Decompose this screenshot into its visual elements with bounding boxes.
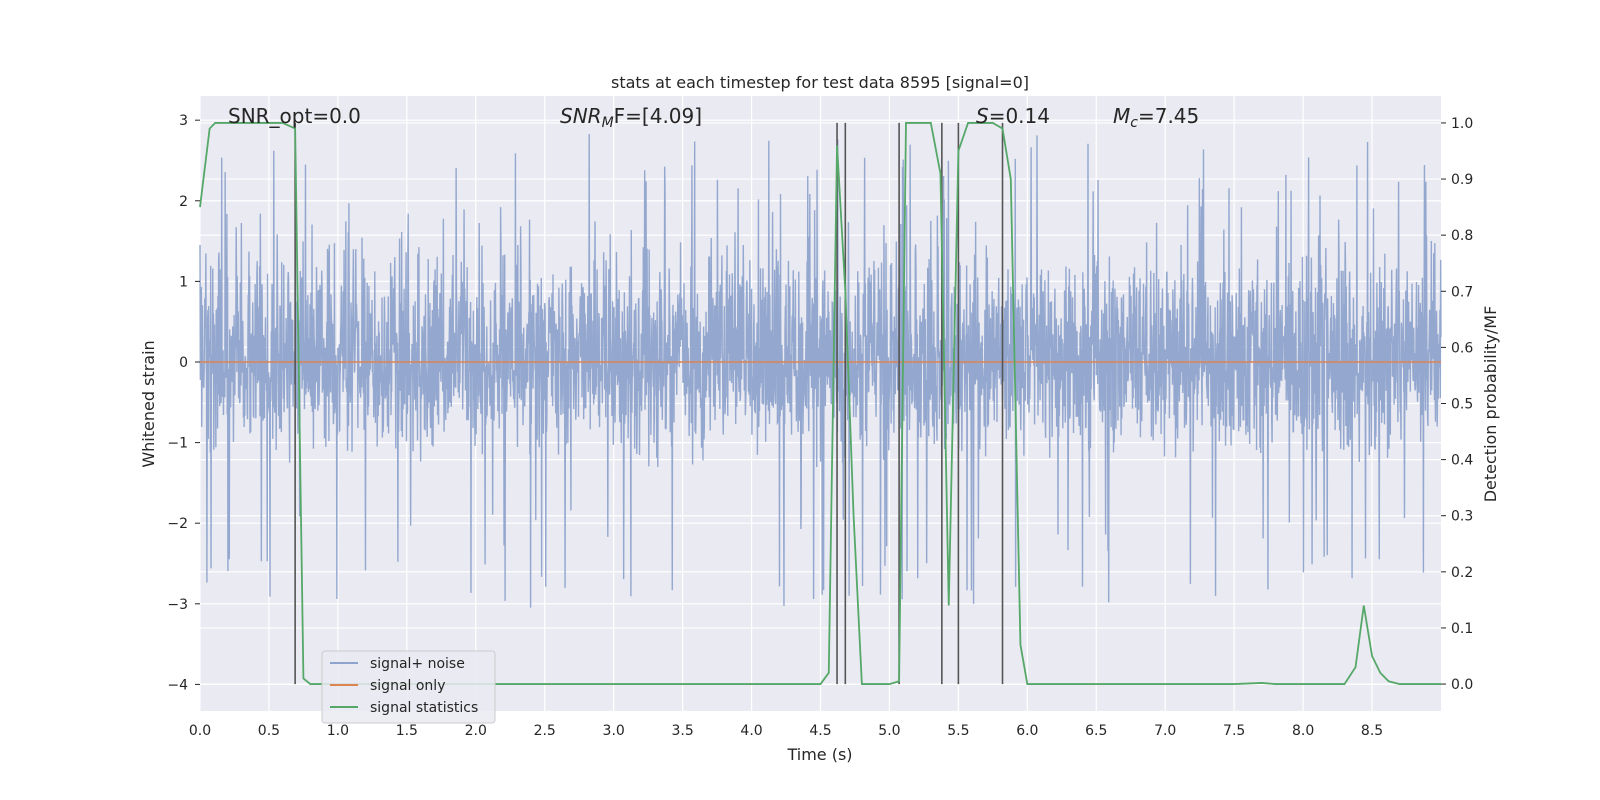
statistics-trace — [199, 122, 1441, 685]
chart-title: stats at each timestep for test data 859… — [611, 73, 1029, 92]
y-tick-label: −4 — [167, 677, 188, 693]
x-tick-label: 4.5 — [809, 723, 831, 739]
y2-axis-label: Detection probability/MF — [1481, 306, 1500, 503]
y2-tick-label: 0.9 — [1451, 172, 1473, 188]
legend-label-signal-statistics: signal statistics — [370, 700, 478, 716]
x-tick-label: 6.5 — [1085, 723, 1107, 739]
x-tick-label: 7.5 — [1223, 723, 1245, 739]
x-axis-ticks: 0.0 0.5 1.0 1.5 2.0 2.5 3.0 3.5 4.0 4.5 5.0 5.5 6.0 6… — [189, 723, 1383, 739]
y2-tick-label: 0.1 — [1451, 621, 1473, 637]
y-tick-label: 1 — [179, 274, 188, 290]
y-axis-ticks: 3 2 1 0 −1 −2 −3 −4 — [167, 113, 200, 693]
y2-tick-label: 0.0 — [1451, 677, 1473, 693]
y2-tick-label: 0.3 — [1451, 509, 1473, 525]
y2-tick-label: 0.4 — [1451, 453, 1473, 469]
y2-tick-label: 1.0 — [1451, 116, 1473, 132]
x-tick-label: 7.0 — [1154, 723, 1176, 739]
y2-tick-label: 0.6 — [1451, 340, 1473, 356]
y-tick-label: 2 — [179, 194, 188, 210]
y-tick-label: −1 — [167, 436, 188, 452]
x-tick-label: 8.5 — [1361, 723, 1383, 739]
y2-axis-ticks: 1.0 0.9 0.8 0.7 0.6 0.5 0.4 0.3 0.2 0.1 0.0 — [1441, 116, 1473, 693]
y-tick-label: −2 — [167, 516, 188, 532]
legend-label-signal-only: signal only — [370, 678, 445, 694]
y2-tick-label: 0.8 — [1451, 228, 1473, 244]
legend-box — [321, 650, 496, 724]
y2-tick-label: 0.2 — [1451, 565, 1473, 581]
x-tick-label: 3.0 — [603, 723, 625, 739]
y2-tick-label: 0.7 — [1451, 284, 1473, 300]
y-tick-label: 0 — [179, 355, 188, 371]
legend: signal+ noise signal only signal statist… — [321, 650, 496, 724]
legend-label-signal-noise: signal+ noise — [370, 656, 465, 672]
y-axis-label: Whitened strain — [139, 340, 158, 467]
series-signal-statistics — [199, 122, 1441, 685]
x-tick-label: 2.5 — [534, 723, 556, 739]
annotation-snr-opt: SNR_opt=0.0 — [228, 104, 361, 128]
y2-tick-label: 0.5 — [1451, 397, 1473, 413]
noise-trace — [199, 134, 1442, 608]
x-tick-label: 1.0 — [327, 723, 349, 739]
series-signal-noise — [199, 134, 1442, 608]
x-axis-label: Time (s) — [786, 745, 852, 764]
x-tick-label: 4.0 — [740, 723, 762, 739]
annotation-mc: Mc=7.45 — [1113, 104, 1199, 131]
vertical-markers — [294, 122, 1004, 685]
x-tick-label: 0.5 — [258, 723, 280, 739]
y-tick-label: 3 — [179, 113, 188, 129]
annotation-s: S=0.14 — [976, 104, 1050, 128]
x-tick-label: 3.5 — [671, 723, 693, 739]
x-tick-label: 2.0 — [465, 723, 487, 739]
annotation-snr-mf: SNRMF=[4.09] — [560, 104, 702, 131]
x-tick-label: 5.5 — [947, 723, 969, 739]
x-tick-label: 1.5 — [396, 723, 418, 739]
x-tick-label: 8.0 — [1292, 723, 1314, 739]
y-tick-label: −3 — [167, 597, 188, 613]
x-tick-label: 5.0 — [878, 723, 900, 739]
x-tick-label: 0.0 — [189, 723, 211, 739]
x-tick-label: 6.0 — [1016, 723, 1038, 739]
